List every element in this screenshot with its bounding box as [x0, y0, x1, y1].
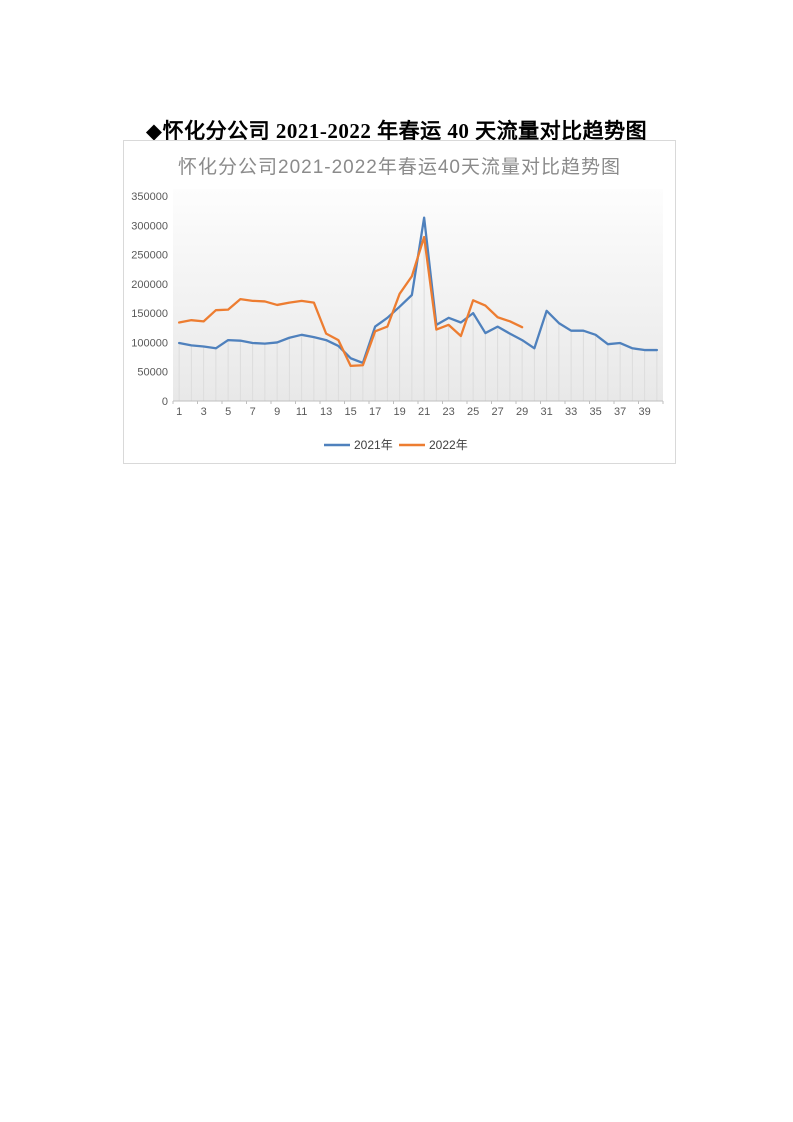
x-axis-tick-label: 33: [565, 406, 577, 418]
legend-label-2021年[interactable]: 2021年: [354, 438, 393, 452]
x-axis-tick-label: 15: [345, 406, 357, 418]
x-axis-tick-label: 17: [369, 406, 381, 418]
series-line-2022年: [177, 235, 524, 368]
x-axis-tick-label: 21: [418, 406, 430, 418]
x-axis-tick-label: 11: [296, 406, 307, 418]
x-axis-tick-label: 37: [614, 406, 626, 418]
x-axis-tick-label: 3: [201, 406, 207, 418]
legend-label-2022年[interactable]: 2022年: [429, 438, 468, 452]
y-axis-tick-label: 0: [162, 396, 168, 408]
x-axis-tick-label: 29: [516, 406, 528, 418]
y-axis-tick-label: 300000: [131, 220, 168, 232]
x-axis-tick-label: 1: [176, 406, 182, 418]
x-axis-tick-label: 25: [467, 406, 479, 418]
x-axis-tick-label: 9: [274, 406, 280, 418]
y-axis-tick-label: 200000: [131, 279, 168, 291]
chart-card[interactable]: 0 50000 100000 150000 200000 250000 300000 3500…: [123, 140, 676, 464]
y-axis-tick-label: 50000: [137, 367, 168, 379]
y-axis-tick-label: 100000: [131, 337, 168, 349]
document-title: ◆怀化分公司 2021-2022 年春运 40 天流量对比趋势图: [145, 119, 648, 144]
y-axis-tick-label: 150000: [131, 308, 168, 320]
y-axis-tick-label: 350000: [131, 191, 168, 203]
x-axis-tick-label: 31: [541, 406, 553, 418]
x-axis-tick-label: 27: [492, 406, 504, 418]
chart-canvas: 0 50000 100000 150000 200000 250000 300000 3500…: [131, 189, 664, 452]
x-axis-tick-label: 23: [443, 406, 455, 418]
x-axis-tick-label: 19: [394, 406, 406, 418]
plot-area: [173, 189, 663, 401]
x-axis-tick-label: 39: [639, 406, 651, 418]
x-axis-tick-label: 13: [320, 406, 332, 418]
x-axis-tick-label: 7: [250, 406, 256, 418]
x-axis-tick-label: 35: [590, 406, 602, 418]
y-axis-tick-label: 250000: [131, 250, 168, 262]
x-axis-tick-label: 5: [225, 406, 231, 418]
